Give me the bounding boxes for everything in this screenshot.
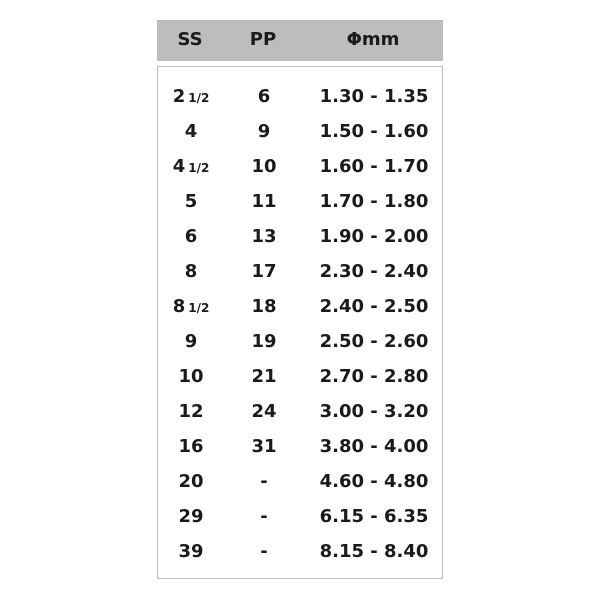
cell-ss: 10: [178, 367, 203, 387]
table-row: 10 21 2.70 - 2.80: [158, 367, 442, 387]
cell-pp: 10: [251, 156, 277, 177]
cell-pp: 18: [251, 296, 277, 317]
cell-ss: 29: [178, 507, 203, 527]
ss-fraction: 1/2: [188, 91, 210, 105]
header-mm: Φmm: [346, 29, 400, 50]
table-row: 4 9 1.50 - 1.60: [158, 122, 442, 142]
table-row: 4 1/2 10 1.60 - 1.70: [158, 157, 442, 177]
cell-ss: 9: [185, 332, 198, 352]
table-row: 20 - 4.60 - 4.80: [158, 472, 442, 492]
cell-pp: 11: [251, 191, 277, 212]
table-row: 5 11 1.70 - 1.80: [158, 192, 442, 212]
cell-pp: 6: [257, 86, 271, 107]
cell-ss: 4 1/2: [173, 157, 210, 178]
cell-ss: 8 1/2: [173, 297, 210, 318]
ss-value: 16: [178, 436, 204, 457]
cell-mm: 2.40 - 2.50: [319, 296, 429, 317]
cell-pp: 9: [257, 121, 271, 142]
size-table: 2 1/2 6 1.30 - 1.35 4 9 1.50 - 1.60 4 1/2 10 1.60 …: [157, 66, 443, 579]
cell-mm: 2.50 - 2.60: [319, 331, 429, 352]
ss-value: 20: [178, 471, 204, 492]
ss-value: 8: [184, 261, 198, 282]
cell-ss: 6: [185, 227, 198, 247]
ss-value: 2: [172, 86, 186, 107]
ss-value: 10: [178, 366, 204, 387]
ss-value: 8: [172, 296, 186, 317]
table-header: SS PP Φmm: [157, 20, 443, 61]
ss-value: 6: [184, 226, 198, 247]
table-row: 39 - 8.15 - 8.40: [158, 542, 442, 562]
cell-mm: 1.30 - 1.35: [319, 86, 429, 107]
cell-ss: 39: [178, 542, 203, 562]
cell-mm: 1.50 - 1.60: [319, 121, 429, 142]
cell-ss: 8: [185, 262, 198, 282]
table-row: 6 13 1.90 - 2.00: [158, 227, 442, 247]
table-row: 8 17 2.30 - 2.40: [158, 262, 442, 282]
cell-mm: 8.15 - 8.40: [319, 541, 429, 562]
cell-mm: 1.90 - 2.00: [319, 226, 429, 247]
cell-mm: 3.80 - 4.00: [319, 436, 429, 457]
cell-pp: -: [260, 506, 268, 527]
table-row: 9 19 2.50 - 2.60: [158, 332, 442, 352]
ss-value: 9: [184, 331, 198, 352]
cell-mm: 1.60 - 1.70: [319, 156, 429, 177]
cell-ss: 20: [178, 472, 203, 492]
table-row: 29 - 6.15 - 6.35: [158, 507, 442, 527]
cell-pp: 13: [251, 226, 277, 247]
ss-fraction: 1/2: [188, 161, 210, 175]
header-ss: SS: [177, 29, 203, 50]
ss-value: 4: [172, 156, 186, 177]
cell-pp: 24: [251, 401, 277, 422]
ss-value: 39: [178, 541, 204, 562]
header-pp: PP: [249, 29, 277, 50]
cell-mm: 6.15 - 6.35: [319, 506, 429, 527]
cell-ss: 5: [185, 192, 198, 212]
cell-mm: 2.30 - 2.40: [319, 261, 429, 282]
cell-pp: 19: [251, 331, 277, 352]
cell-pp: 21: [251, 366, 277, 387]
cell-mm: 4.60 - 4.80: [319, 471, 429, 492]
cell-pp: 31: [251, 436, 277, 457]
cell-ss: 4: [185, 122, 198, 142]
table-row: 8 1/2 18 2.40 - 2.50: [158, 297, 442, 317]
cell-pp: 17: [251, 261, 277, 282]
cell-mm: 1.70 - 1.80: [319, 191, 429, 212]
table-row: 16 31 3.80 - 4.00: [158, 437, 442, 457]
table-row: 2 1/2 6 1.30 - 1.35: [158, 87, 442, 107]
cell-ss: 2 1/2: [173, 87, 210, 108]
cell-mm: 2.70 - 2.80: [319, 366, 429, 387]
cell-mm: 3.00 - 3.20: [319, 401, 429, 422]
ss-fraction: 1/2: [188, 301, 210, 315]
cell-ss: 12: [178, 402, 203, 422]
cell-pp: -: [260, 471, 268, 492]
ss-value: 4: [184, 121, 198, 142]
ss-value: 5: [184, 191, 198, 212]
ss-value: 12: [178, 401, 204, 422]
table-row: 12 24 3.00 - 3.20: [158, 402, 442, 422]
ss-value: 29: [178, 506, 204, 527]
cell-ss: 16: [178, 437, 203, 457]
cell-pp: -: [260, 541, 268, 562]
